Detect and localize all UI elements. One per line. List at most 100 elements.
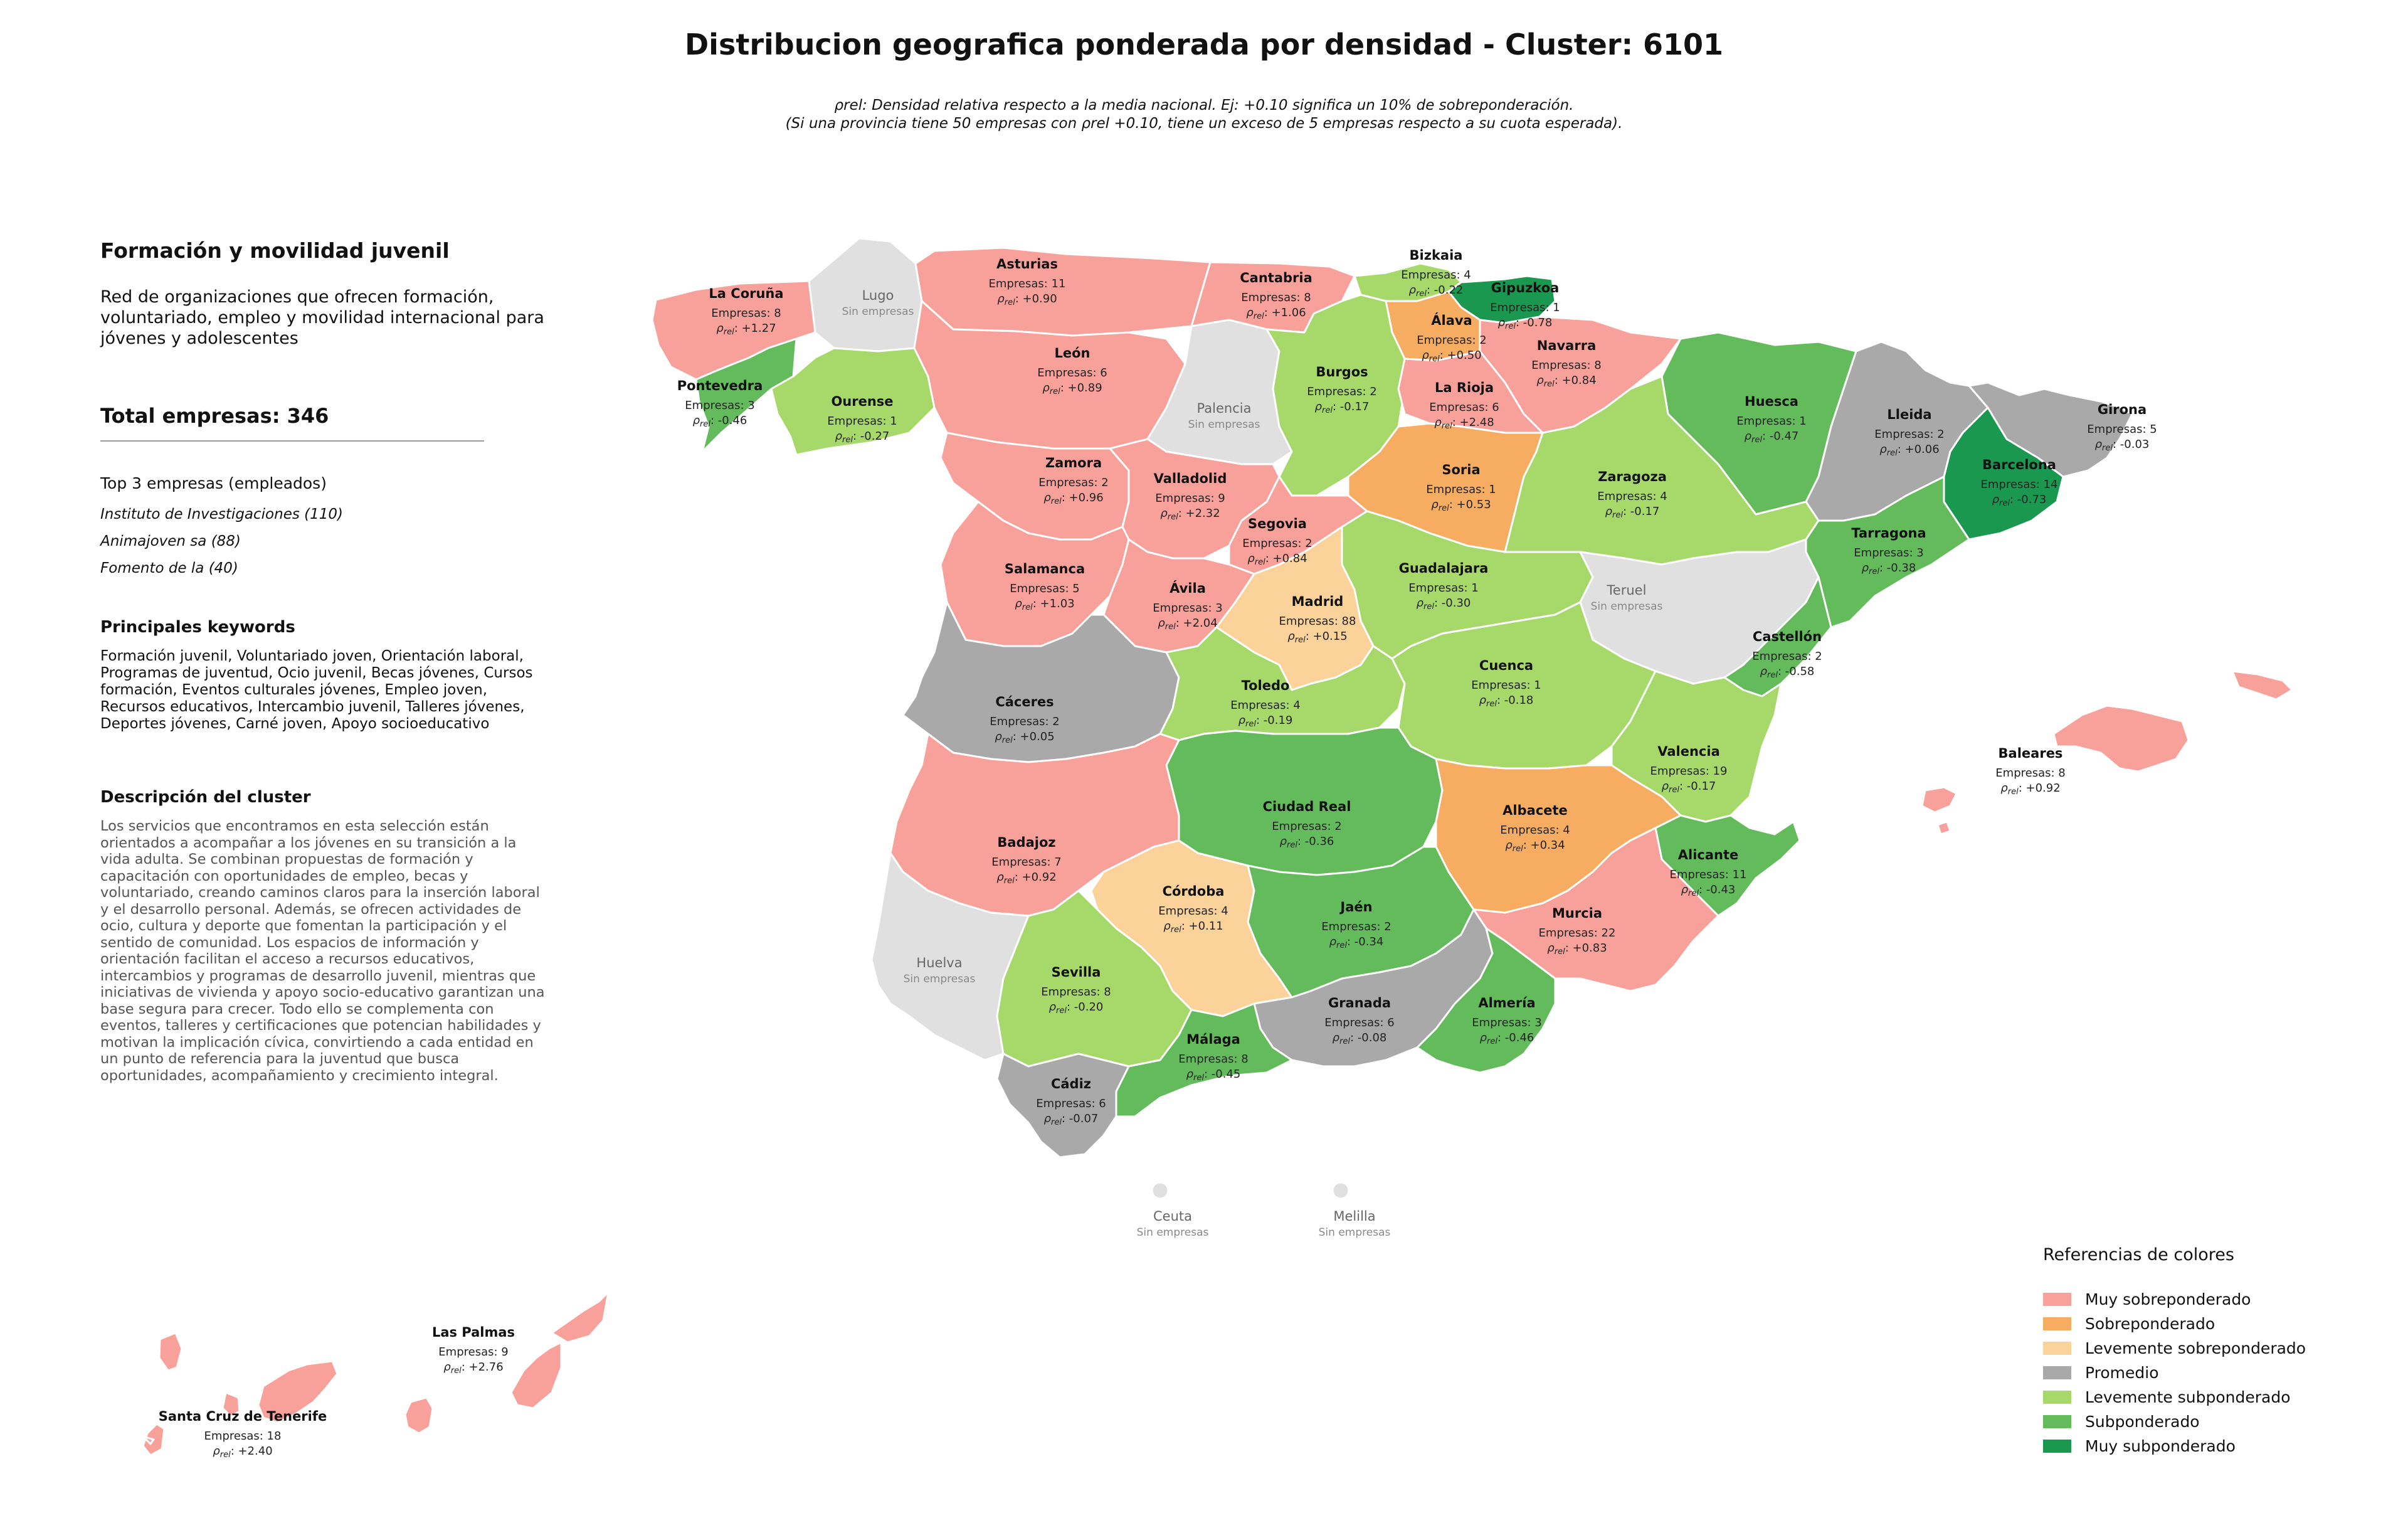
province-rho-valladolid: ρrel: +2.32 — [1160, 507, 1220, 522]
province-rho-las-palmas: ρrel: +2.76 — [443, 1361, 503, 1376]
province-count-las-palmas: Empresas: 9 — [438, 1345, 508, 1359]
province-rho-asturias: ρrel: +0.90 — [997, 292, 1057, 307]
keywords-heading: Principales keywords — [100, 618, 295, 637]
province-label-bizkaia: Bizkaia — [1410, 248, 1463, 263]
province-label-almeria: Almería — [1478, 995, 1535, 1011]
province-rho-granada: ρrel: -0.08 — [1333, 1031, 1387, 1046]
legend-label: Sobreponderado — [2085, 1315, 2215, 1333]
province-las-palmas — [404, 1291, 610, 1435]
legend-swatch — [2043, 1415, 2071, 1428]
province-count-segovia: Empresas: 2 — [1242, 537, 1312, 550]
legend-label: Muy subponderado — [2085, 1437, 2236, 1455]
province-label-barcelona: Barcelona — [1982, 457, 2056, 472]
province-label-valencia: Valencia — [1657, 744, 1719, 759]
province-count-girona: Empresas: 5 — [2087, 423, 2157, 436]
province-rho-girona: ρrel: -0.03 — [2095, 438, 2150, 453]
province-label-jaen: Jaén — [1339, 899, 1372, 915]
province-rho-malaga: ρrel: -0.45 — [1186, 1068, 1241, 1083]
province-label-melilla: Melilla — [1333, 1209, 1375, 1224]
province-rho-ciudad-real: ρrel: -0.36 — [1280, 835, 1334, 850]
province-rho-zamora: ρrel: +0.96 — [1043, 491, 1103, 506]
province-label-ceuta: Ceuta — [1153, 1209, 1192, 1224]
province-ceuta — [1151, 1181, 1170, 1200]
province-rho-zaragoza: ρrel: -0.17 — [1605, 505, 1660, 520]
map-labels: La Coruña Empresas: 8 ρrel: +1.27 Lugo Sin e… — [159, 248, 2157, 1460]
province-rho-avila: ρrel: +2.04 — [1158, 617, 1217, 632]
province-count-bizkaia: Empresas: 4 — [1401, 268, 1471, 282]
province-count-almeria: Empresas: 3 — [1472, 1016, 1541, 1029]
legend-label: Promedio — [2085, 1364, 2159, 1382]
province-count-cuenca: Empresas: 1 — [1471, 679, 1541, 692]
province-rho-tarragona: ρrel: -0.38 — [1862, 561, 1916, 576]
province-count-alava: Empresas: 2 — [1417, 334, 1486, 347]
province-count-burgos: Empresas: 2 — [1307, 385, 1376, 398]
province-rho-castellon: ρrel: -0.58 — [1760, 665, 1815, 680]
province-label-santa-cruz-de-tenerife: Santa Cruz de Tenerife — [159, 1409, 327, 1424]
province-count-cadiz: Empresas: 6 — [1036, 1097, 1106, 1110]
province-count-barcelona: Empresas: 14 — [1981, 478, 2058, 491]
province-nodata-melilla: Sin empresas — [1319, 1226, 1391, 1239]
province-label-granada: Granada — [1328, 995, 1391, 1011]
province-label-tarragona: Tarragona — [1851, 526, 1926, 541]
province-salamanca — [939, 501, 1130, 647]
province-count-soria: Empresas: 1 — [1426, 483, 1496, 496]
legend-swatch — [2043, 1440, 2071, 1453]
province-label-valladolid: Valladolid — [1154, 471, 1227, 486]
province-rho-murcia: ρrel: +0.83 — [1547, 942, 1607, 957]
province-count-avila: Empresas: 3 — [1153, 602, 1222, 615]
province-rho-la-coruna: ρrel: +1.27 — [716, 322, 776, 337]
province-label-burgos: Burgos — [1316, 364, 1368, 379]
province-label-salamanca: Salamanca — [1005, 561, 1085, 576]
province-nodata-ceuta: Sin empresas — [1137, 1226, 1209, 1239]
province-rho-leon: ρrel: +0.89 — [1042, 381, 1102, 396]
legend-item: Sobreponderado — [2043, 1312, 2394, 1336]
province-rho-lleida: ρrel: +0.06 — [1879, 443, 1939, 458]
province-count-alicante: Empresas: 11 — [1670, 868, 1747, 881]
legend-swatch — [2043, 1317, 2071, 1330]
description-heading: Descripción del cluster — [100, 788, 311, 807]
province-count-guadalajara: Empresas: 1 — [1408, 581, 1478, 595]
province-rho-cantabria: ρrel: +1.06 — [1246, 306, 1306, 321]
province-label-lugo: Lugo — [862, 288, 894, 303]
province-barcelona — [1943, 406, 2064, 541]
legend-item: Promedio — [2043, 1361, 2394, 1385]
province-label-la-coruna: La Coruña — [709, 286, 783, 301]
legend-swatch — [2043, 1342, 2071, 1355]
legend-item: Muy subponderado — [2043, 1434, 2394, 1458]
province-count-murcia: Empresas: 22 — [1539, 926, 1616, 940]
province-huelva — [870, 852, 1030, 1061]
province-rho-alava: ρrel: +0.50 — [1422, 349, 1481, 364]
province-rho-bizkaia: ρrel: -0.22 — [1409, 284, 1464, 299]
province-count-zaragoza: Empresas: 4 — [1597, 490, 1667, 503]
province-nodata-palencia: Sin empresas — [1188, 418, 1260, 431]
top3-item: Fomento de la (40) — [100, 560, 238, 576]
province-rho-burgos: ρrel: -0.17 — [1315, 400, 1370, 415]
province-count-tarragona: Empresas: 3 — [1854, 546, 1923, 560]
province-santa-cruz-de-tenerife — [142, 1332, 339, 1456]
legend-swatch — [2043, 1391, 2071, 1404]
province-melilla — [1331, 1181, 1350, 1200]
province-count-sevilla: Empresas: 8 — [1041, 985, 1111, 999]
map-regions — [142, 237, 2293, 1456]
province-count-ciudad-real: Empresas: 2 — [1272, 820, 1341, 833]
province-rho-segovia: ρrel: +0.84 — [1247, 552, 1307, 567]
province-rho-alicante: ρrel: -0.43 — [1681, 883, 1736, 898]
province-label-badajoz: Badajoz — [997, 835, 1055, 850]
province-count-valladolid: Empresas: 9 — [1155, 492, 1225, 505]
province-count-zamora: Empresas: 2 — [1038, 476, 1108, 489]
province-label-cadiz: Cádiz — [1051, 1076, 1091, 1091]
province-label-soria: Soria — [1442, 462, 1480, 477]
province-rho-soria: ρrel: +0.53 — [1431, 498, 1491, 513]
province-count-lleida: Empresas: 2 — [1874, 428, 1944, 441]
province-count-madrid: Empresas: 88 — [1279, 615, 1356, 628]
province-label-madrid: Madrid — [1292, 594, 1344, 609]
province-rho-badajoz: ρrel: +0.92 — [996, 871, 1056, 886]
divider — [100, 440, 484, 442]
province-rho-ourense: ρrel: -0.27 — [835, 430, 890, 445]
province-count-jaen: Empresas: 2 — [1321, 920, 1391, 933]
province-label-alicante: Alicante — [1678, 847, 1739, 862]
top3-heading: Top 3 empresas (empleados) — [100, 474, 327, 492]
province-label-guadalajara: Guadalajara — [1399, 561, 1489, 576]
cluster-short-description: Red de organizaciones que ofrecen formac… — [100, 287, 544, 348]
